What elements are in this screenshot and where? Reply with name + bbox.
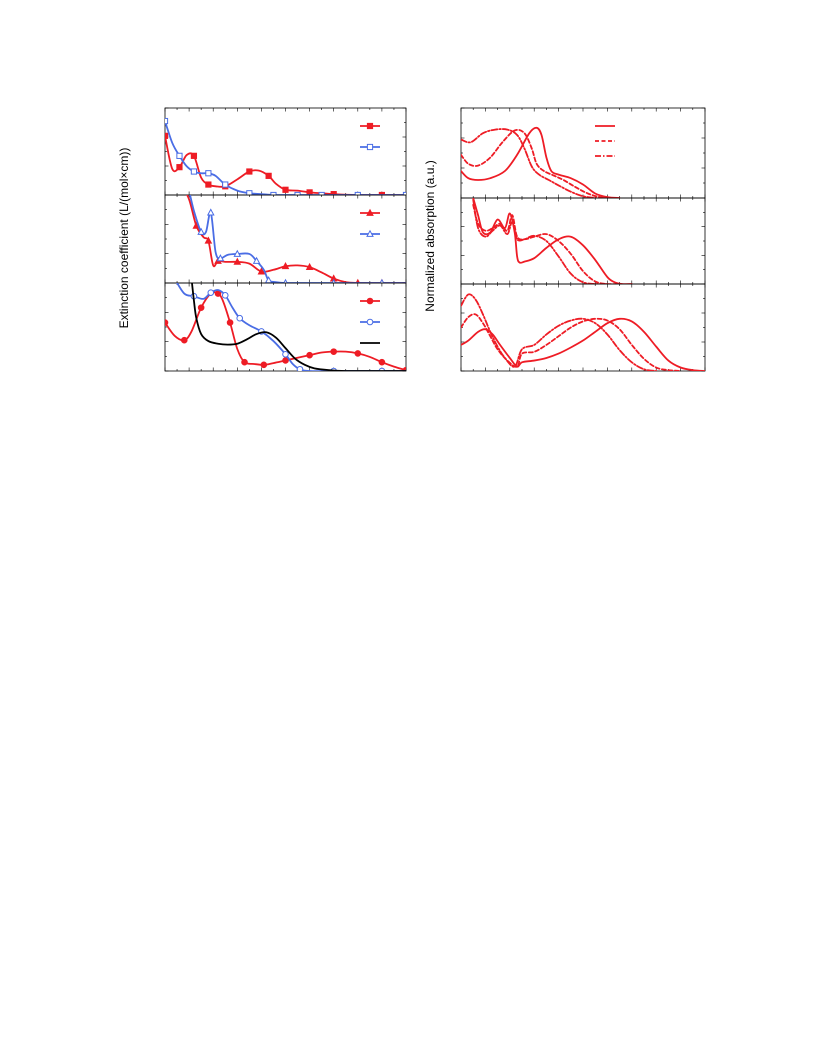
data-point [176, 152, 183, 159]
axis-ticks [164, 282, 407, 372]
data-point [216, 254, 225, 262]
series-line-2 [176, 283, 406, 371]
series-line-3 [461, 293, 658, 371]
series-group [165, 276, 406, 371]
legend-marker [366, 229, 374, 237]
series-line-2 [461, 128, 614, 198]
legend-marker [366, 297, 374, 305]
data-point [165, 117, 169, 125]
data-point [283, 278, 288, 283]
plot-frame [460, 283, 706, 372]
data-point [331, 278, 336, 283]
axis-ticks [164, 194, 407, 284]
legend-marker [366, 318, 374, 326]
data-point [233, 257, 242, 265]
legend-marker [366, 122, 374, 130]
series-line-2 [461, 313, 682, 371]
data-point [282, 357, 289, 364]
series-line-3 [191, 283, 406, 371]
series-line-1 [461, 126, 621, 198]
legend [360, 208, 380, 237]
data-point [206, 208, 215, 216]
legend [360, 297, 380, 344]
series-line-3 [461, 128, 609, 198]
plot-frame [164, 194, 407, 284]
series-group [461, 293, 705, 371]
legend [360, 122, 380, 151]
data-point [379, 278, 385, 283]
data-point [378, 358, 386, 366]
chart-panel-left-middle [164, 183, 407, 284]
data-point [282, 186, 289, 193]
data-point [241, 358, 248, 366]
data-point [205, 170, 212, 177]
data-point [330, 348, 338, 355]
plot-frame [164, 107, 407, 196]
data-point [165, 132, 169, 139]
chart-panel-right-top [460, 107, 706, 199]
data-point [222, 181, 229, 188]
data-point [281, 262, 290, 270]
legend [595, 125, 615, 157]
axis-ticks [460, 283, 706, 372]
chart-panel-right-middle [460, 197, 706, 285]
data-point [205, 181, 212, 188]
legend-marker [366, 143, 374, 151]
data-point [236, 314, 244, 322]
data-point [180, 336, 188, 344]
data-point [190, 168, 198, 175]
series-line-1 [472, 198, 633, 284]
data-point [172, 276, 178, 282]
right-y-axis-label: Normalized absorption (a.u.) [423, 160, 437, 311]
legend-marker [366, 208, 374, 216]
data-point [257, 267, 266, 275]
data-point [305, 262, 314, 271]
data-point [204, 236, 213, 244]
axis-ticks [164, 107, 407, 196]
series-group [165, 117, 406, 195]
data-point [197, 227, 205, 235]
data-point [176, 164, 183, 171]
data-point [252, 256, 261, 264]
panels [164, 107, 706, 372]
data-point [165, 319, 169, 326]
left-y-axis-label: Extinction coefficient (L/(mol×cm)) [117, 148, 131, 329]
series-group [461, 126, 621, 198]
data-point [282, 350, 289, 358]
series-line-1 [165, 134, 406, 195]
series-group [472, 198, 633, 284]
series-line-2 [189, 195, 406, 283]
data-point [246, 168, 253, 175]
data-point [354, 350, 362, 357]
data-point [265, 172, 272, 179]
chart-panel-left-top [164, 107, 407, 196]
chart-panel-right-bottom [460, 283, 706, 372]
chart-panel-left-bottom [164, 276, 407, 372]
data-point [179, 183, 185, 189]
series-line-3 [472, 198, 609, 284]
data-point [190, 152, 198, 159]
data-point [221, 292, 229, 299]
data-point [197, 304, 205, 311]
data-point [207, 289, 215, 296]
series-line-2 [165, 120, 406, 195]
data-point [246, 190, 253, 195]
data-point [306, 351, 313, 359]
data-point [296, 365, 304, 371]
data-point [226, 319, 234, 326]
series-line-2 [472, 203, 621, 284]
data-point [260, 361, 268, 369]
data-point [233, 249, 242, 257]
